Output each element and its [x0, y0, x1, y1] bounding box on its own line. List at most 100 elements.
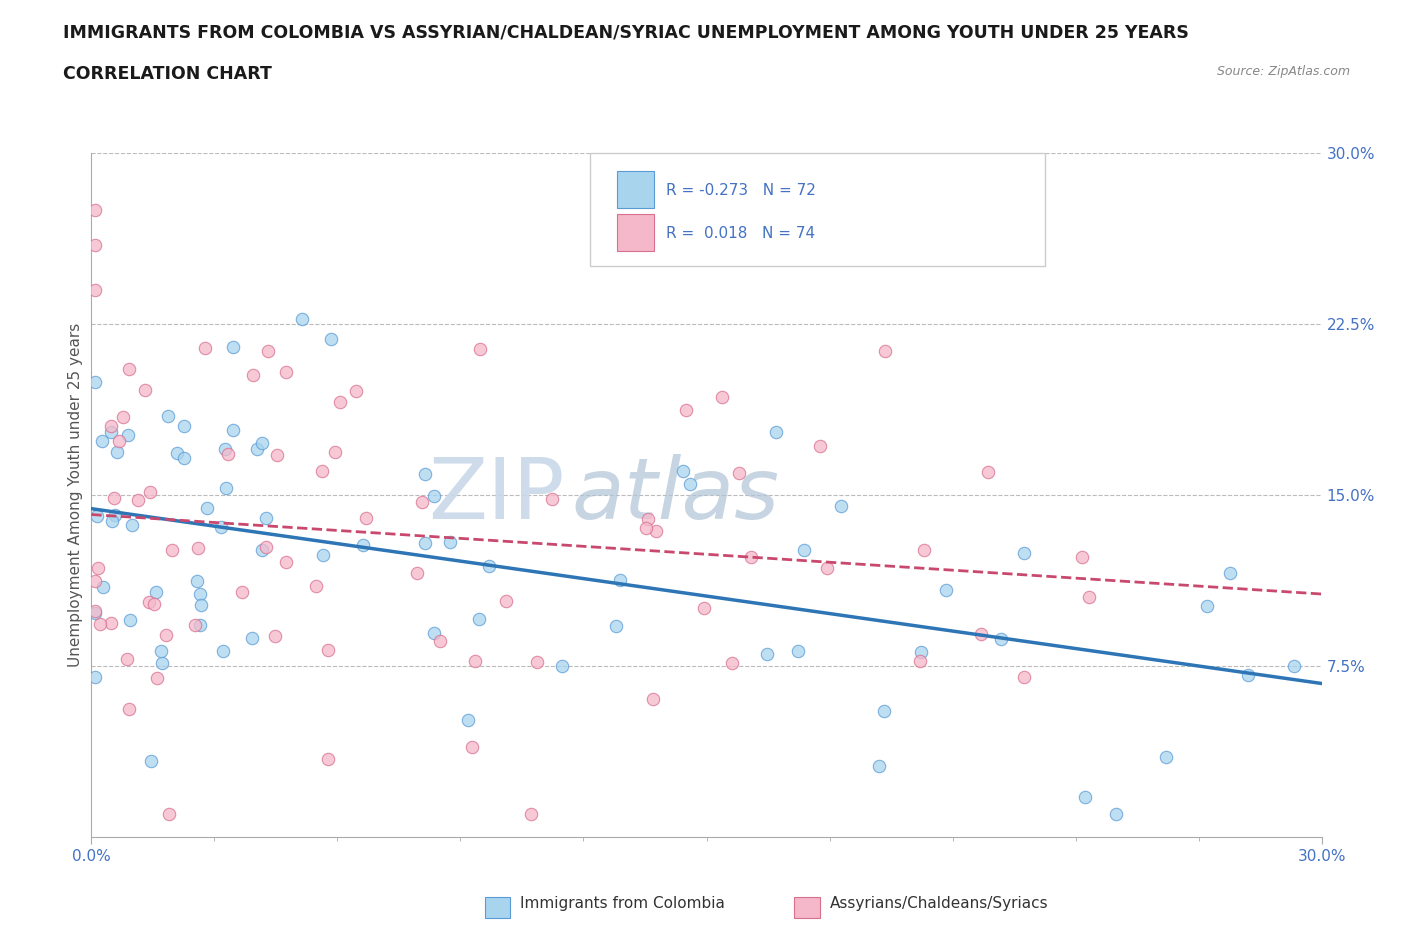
Point	[756, 646, 779, 661]
Point	[231, 585, 253, 600]
Point	[740, 549, 762, 564]
Point	[104, 508, 127, 523]
Point	[787, 644, 810, 658]
Point	[86, 509, 108, 524]
Point	[830, 498, 852, 513]
Point	[183, 618, 205, 632]
Point	[637, 512, 659, 527]
Point	[90, 434, 112, 449]
Point	[84, 604, 107, 618]
Point	[495, 593, 517, 608]
Point	[675, 402, 697, 417]
Point	[84, 670, 107, 684]
Point	[323, 445, 346, 459]
Point	[808, 439, 831, 454]
Point	[976, 465, 998, 480]
Point	[873, 344, 896, 359]
Point	[405, 565, 427, 580]
Point	[461, 739, 484, 754]
Point	[422, 625, 444, 640]
Point	[1012, 546, 1035, 561]
Point	[672, 464, 695, 479]
Point	[101, 514, 124, 529]
Point	[311, 464, 333, 479]
Point	[318, 751, 340, 766]
Point	[413, 466, 436, 481]
Point	[765, 424, 787, 439]
Point	[815, 561, 838, 576]
Point	[990, 631, 1012, 646]
Point	[212, 644, 235, 658]
Point	[470, 341, 492, 356]
Point	[636, 520, 658, 535]
Y-axis label: Unemployment Among Youth under 25 years: Unemployment Among Youth under 25 years	[67, 323, 83, 668]
Bar	[617, 170, 654, 208]
Point	[1012, 670, 1035, 684]
Point	[457, 713, 479, 728]
Point	[1156, 750, 1178, 764]
Point	[311, 548, 333, 563]
Point	[274, 365, 297, 379]
Point	[873, 703, 896, 718]
Point	[139, 753, 162, 768]
Point	[1282, 658, 1305, 673]
Point	[423, 488, 446, 503]
Point	[793, 543, 815, 558]
Point	[254, 511, 277, 525]
Point	[908, 653, 931, 668]
Point	[468, 611, 491, 626]
Point	[439, 535, 461, 550]
Point	[217, 447, 239, 462]
Point	[214, 442, 236, 457]
Point	[316, 643, 339, 658]
Point	[111, 410, 134, 425]
Point	[541, 491, 564, 506]
Point	[415, 536, 437, 551]
Point	[173, 418, 195, 433]
Text: ZIP: ZIP	[429, 454, 565, 537]
Point	[291, 312, 314, 326]
Point	[240, 631, 263, 645]
Point	[91, 579, 114, 594]
Point	[643, 692, 665, 707]
Point	[188, 618, 211, 632]
Text: atlas: atlas	[571, 454, 779, 537]
Point	[157, 807, 180, 822]
Point	[89, 617, 111, 631]
Point	[221, 422, 243, 437]
Point	[194, 340, 217, 355]
Text: Assyrians/Chaldeans/Syriacs: Assyrians/Chaldeans/Syriacs	[830, 897, 1047, 911]
Point	[115, 652, 138, 667]
Point	[464, 654, 486, 669]
Point	[711, 390, 734, 405]
Point	[173, 450, 195, 465]
Point	[187, 540, 209, 555]
Point	[912, 542, 935, 557]
Point	[134, 382, 156, 397]
Point	[107, 433, 129, 448]
Point	[910, 644, 932, 659]
Point	[118, 362, 141, 377]
Point	[152, 655, 174, 670]
Point	[274, 555, 297, 570]
Point	[353, 538, 375, 552]
Point	[1070, 550, 1092, 565]
Point	[118, 701, 141, 716]
Point	[257, 344, 280, 359]
Point	[526, 654, 548, 669]
Point	[1219, 565, 1241, 580]
Text: Immigrants from Colombia: Immigrants from Colombia	[520, 897, 725, 911]
Point	[1073, 790, 1095, 804]
Point	[356, 511, 378, 525]
Point	[166, 445, 188, 460]
Point	[679, 476, 702, 491]
Point	[868, 759, 890, 774]
Point	[139, 485, 162, 500]
Point	[1197, 598, 1219, 613]
Point	[245, 442, 267, 457]
Point	[84, 605, 107, 620]
Point	[121, 517, 143, 532]
Point	[87, 561, 110, 576]
Point	[84, 574, 107, 589]
Point	[100, 419, 122, 434]
